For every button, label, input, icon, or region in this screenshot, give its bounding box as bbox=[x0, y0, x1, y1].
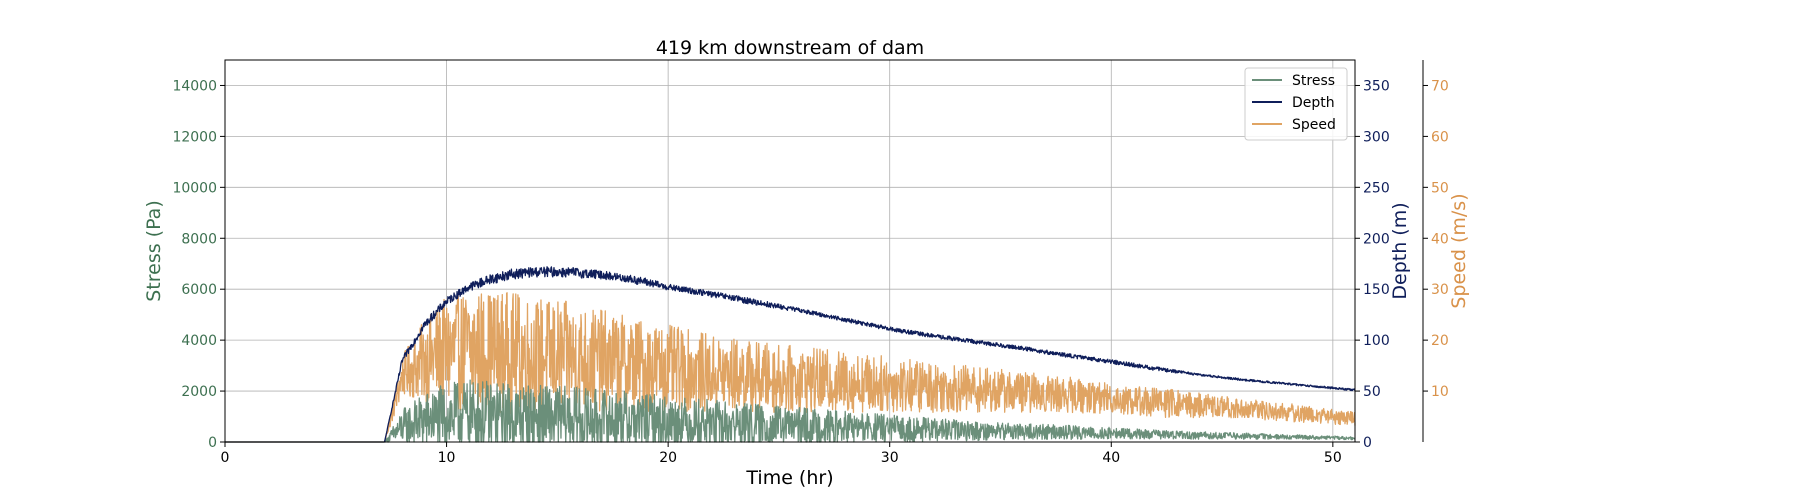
stress-tick-label: 2000 bbox=[181, 384, 217, 400]
x-tick-label: 50 bbox=[1324, 450, 1342, 466]
depth-tick-label: 300 bbox=[1363, 129, 1390, 145]
speed-axis-title: Speed (m/s) bbox=[1448, 193, 1470, 308]
depth-tick-label: 150 bbox=[1363, 282, 1390, 298]
speed-tick-label: 30 bbox=[1431, 282, 1449, 298]
legend-label-depth: Depth bbox=[1292, 95, 1335, 111]
chart-title: 419 km downstream of dam bbox=[656, 37, 924, 59]
series-group bbox=[224, 266, 1356, 443]
legend-box bbox=[1244, 67, 1348, 141]
stress-tick-label: 6000 bbox=[181, 282, 217, 298]
stress-tick-label: 10000 bbox=[172, 180, 217, 196]
depth-tick-label: 200 bbox=[1363, 231, 1390, 247]
stress-tick-label: 4000 bbox=[181, 333, 217, 349]
speed-tick-label: 60 bbox=[1431, 129, 1449, 145]
speed-tick-label: 20 bbox=[1431, 333, 1449, 349]
stress-tick-label: 8000 bbox=[181, 231, 217, 247]
speed-tick-label: 10 bbox=[1431, 384, 1449, 400]
stress-tick-label: 14000 bbox=[172, 78, 217, 94]
x-tick-label: 10 bbox=[438, 450, 456, 466]
x-tick-label: 0 bbox=[221, 450, 230, 466]
stress-tick-label: 12000 bbox=[172, 129, 217, 145]
legend-label-speed: Speed bbox=[1292, 117, 1336, 133]
plot-frame bbox=[224, 59, 1356, 443]
speed-tick-label: 70 bbox=[1431, 78, 1449, 94]
depth-tick-label: 100 bbox=[1363, 333, 1390, 349]
depth-tick-label: 350 bbox=[1363, 78, 1390, 94]
x-tick-label: 30 bbox=[881, 450, 899, 466]
legend: Stress Depth Speed bbox=[1244, 67, 1348, 141]
depth-tick-label: 250 bbox=[1363, 180, 1390, 196]
stress-axis-title: Stress (Pa) bbox=[143, 200, 165, 302]
x-tick-label: 20 bbox=[659, 450, 677, 466]
depth-axis-title: Depth (m) bbox=[1389, 202, 1411, 299]
depth-tick-label: 50 bbox=[1363, 384, 1381, 400]
depth-tick-label: 0 bbox=[1363, 435, 1372, 451]
stress-tick-label: 0 bbox=[208, 435, 217, 451]
axes-group: 0 10 20 30 40 5002000400060008000100001200014… bbox=[143, 60, 1470, 466]
speed-tick-label: 50 bbox=[1431, 180, 1449, 196]
series-line-speed bbox=[224, 292, 1356, 443]
x-tick-label: 40 bbox=[1102, 450, 1120, 466]
speed-tick-label: 40 bbox=[1431, 231, 1449, 247]
series-line-stress bbox=[224, 379, 1356, 443]
x-axis-title: Time (hr) bbox=[745, 467, 833, 489]
legend-label-stress: Stress bbox=[1292, 73, 1335, 89]
series-line-depth bbox=[224, 266, 1356, 443]
